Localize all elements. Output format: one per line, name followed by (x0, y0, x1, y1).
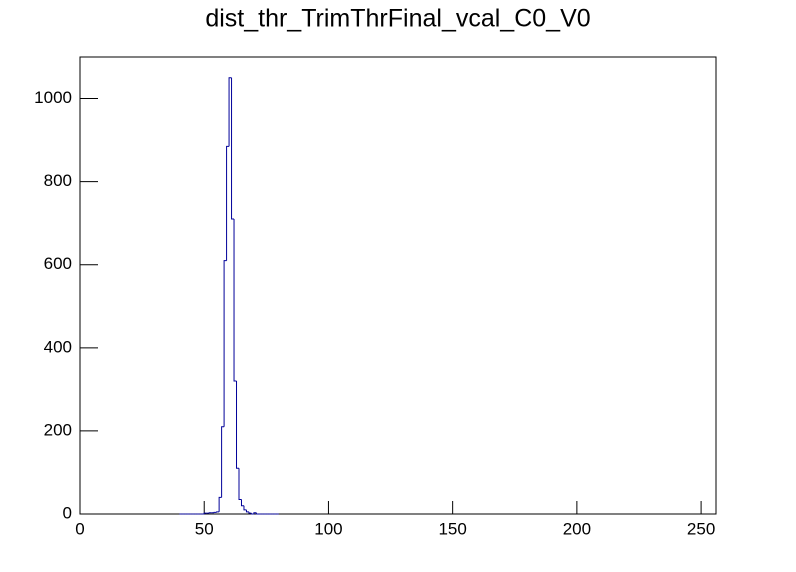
y-tick-label: 800 (44, 171, 72, 190)
histogram-bin (228, 77, 232, 147)
x-tick-label: 0 (75, 519, 84, 538)
histogram-bin (226, 145, 230, 261)
histogram-bin (243, 505, 247, 511)
x-tick-label: 250 (687, 519, 715, 538)
x-tick-label: 200 (563, 519, 591, 538)
y-tick-label: 600 (44, 254, 72, 273)
chart-title: dist_thr_TrimThrFinal_vcal_C0_V0 (205, 5, 590, 33)
histogram-bin (250, 513, 254, 515)
y-tick-label: 1000 (34, 88, 72, 107)
histogram-bin (218, 496, 222, 512)
y-tick-label: 200 (44, 420, 72, 439)
histogram-bin (231, 77, 235, 220)
y-tick-label: 0 (63, 503, 72, 522)
histogram-bin (221, 426, 225, 498)
plot-frame (79, 56, 717, 515)
histogram-bin (236, 381, 239, 469)
histogram-bin (238, 468, 242, 500)
x-tick-label: 150 (438, 519, 466, 538)
histogram-bin (245, 509, 249, 513)
x-tick-label: 50 (195, 519, 214, 538)
histogram-bin (223, 260, 227, 427)
histogram-bin (253, 512, 257, 514)
y-tick-label: 400 (44, 337, 72, 356)
histogram-bin (255, 512, 259, 515)
histogram-bin (233, 219, 237, 382)
histogram-bin (240, 499, 244, 507)
histogram-bin (203, 512, 207, 514)
x-tick-label: 100 (314, 519, 342, 538)
histogram-bin (248, 511, 252, 514)
